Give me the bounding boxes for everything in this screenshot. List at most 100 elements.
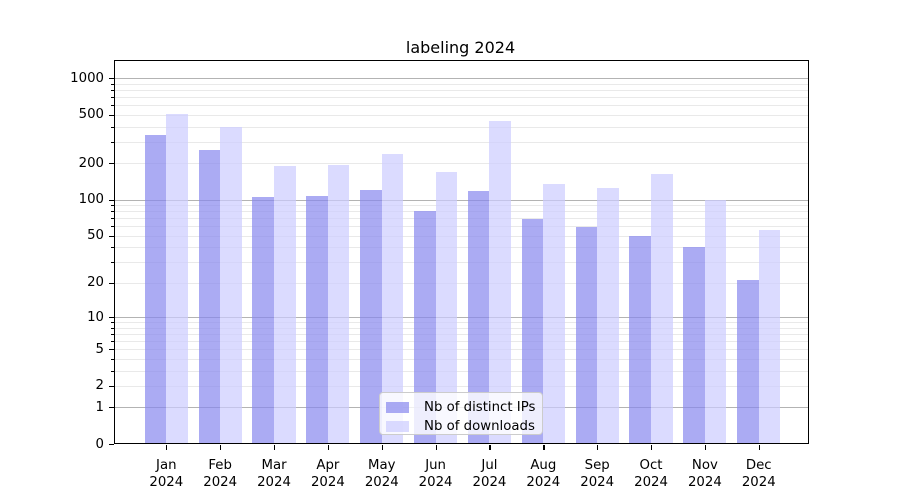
bar-nb-of-distinct-ips-sep xyxy=(575,227,598,444)
gridline-minor-500 xyxy=(113,114,809,116)
y-minor-tick-40 xyxy=(110,247,114,249)
x-tick-apr xyxy=(327,444,330,450)
y-minor-tick-7 xyxy=(110,333,114,335)
x-tick-aug xyxy=(543,444,545,450)
bar-nb-of-downloads-feb xyxy=(220,126,242,444)
bar-nb-of-downloads-jun xyxy=(435,171,458,444)
y-minor-tick-700 xyxy=(110,97,114,99)
gridline-minor-300 xyxy=(113,141,809,143)
x-tick-month-aug: Aug xyxy=(530,457,557,473)
gridline-minor-6 xyxy=(113,340,809,342)
x-tick-jun xyxy=(435,444,437,450)
legend-item-distinct-ips: Nb of distinct IPs xyxy=(386,398,542,417)
bar-nb-of-distinct-ips-apr xyxy=(306,195,328,444)
y-minor-tick-600 xyxy=(110,105,114,107)
y-minor-tick-70 xyxy=(110,218,114,220)
gridline-minor-40 xyxy=(113,247,809,249)
y-minor-tick-9 xyxy=(110,322,114,324)
gridline-minor-200 xyxy=(113,163,809,165)
y-minor-tick-60 xyxy=(110,226,114,228)
chart-title: labeling 2024 xyxy=(405,38,516,57)
gridline-minor-900 xyxy=(113,83,809,85)
gridline-minor-4 xyxy=(113,358,809,360)
x-tick-month-jan: Jan xyxy=(156,457,177,473)
x-tick-year-sep: 2024 xyxy=(580,474,615,490)
gridline-minor-20 xyxy=(113,282,809,284)
x-tick-month-oct: Oct xyxy=(639,457,663,473)
x-tick-label-oct: Oct 2024 xyxy=(616,457,686,491)
gridline-minor-60 xyxy=(113,226,809,228)
y-tick-100 xyxy=(108,199,114,201)
y-tick-label-20: 20 xyxy=(87,275,104,291)
gridline-major-100 xyxy=(113,199,809,201)
bar-nb-of-downloads-mar xyxy=(274,165,296,444)
x-tick-year-apr: 2024 xyxy=(310,474,345,490)
bar-nb-of-distinct-ips-mar xyxy=(252,196,274,444)
bar-nb-of-downloads-may xyxy=(381,153,404,444)
x-tick-year-mar: 2024 xyxy=(257,474,291,490)
bar-nb-of-downloads-apr xyxy=(327,165,350,444)
x-tick-label-aug: Aug 2024 xyxy=(508,457,578,491)
x-tick-month-dec: Dec xyxy=(745,457,772,473)
x-tick-month-sep: Sep xyxy=(584,457,610,473)
x-tick-month-feb: Feb xyxy=(208,457,232,473)
bar-nb-of-distinct-ips-dec xyxy=(737,280,759,444)
y-tick-label-200: 200 xyxy=(78,155,104,171)
gridline-minor-5 xyxy=(113,349,809,351)
y-minor-tick-900 xyxy=(110,83,114,85)
x-tick-month-mar: Mar xyxy=(261,457,287,473)
x-tick-mar xyxy=(274,444,276,450)
x-tick-year-jul: 2024 xyxy=(472,474,507,490)
x-tick-year-feb: 2024 xyxy=(203,474,238,490)
x-tick-year-dec: 2024 xyxy=(741,474,776,490)
y-minor-tick-800 xyxy=(110,90,114,92)
y-tick-label-100: 100 xyxy=(78,192,104,208)
bar-nb-of-downloads-oct xyxy=(651,174,673,444)
y-tick-label-1000: 1000 xyxy=(70,70,104,86)
gridline-major-1000 xyxy=(113,78,809,80)
gridline-minor-30 xyxy=(113,262,809,264)
x-tick-year-aug: 2024 xyxy=(526,474,561,490)
x-tick-jul xyxy=(489,444,491,450)
y-minor-tick-3 xyxy=(110,370,114,372)
x-tick-sep xyxy=(597,444,599,450)
x-tick-label-sep: Sep 2024 xyxy=(562,457,632,491)
y-tick-10 xyxy=(108,317,114,319)
gridline-minor-8 xyxy=(113,327,809,329)
x-tick-month-apr: Apr xyxy=(316,457,340,473)
bar-nb-of-distinct-ips-jan xyxy=(144,135,167,444)
gridline-minor-600 xyxy=(113,105,809,107)
x-tick-label-apr: Apr 2024 xyxy=(293,457,363,491)
x-tick-month-nov: Nov xyxy=(691,457,718,473)
gridline-minor-50 xyxy=(113,235,809,237)
x-tick-label-jul: Jul 2024 xyxy=(454,457,524,491)
legend-swatch-distinct-ips xyxy=(386,402,409,413)
legend-item-downloads: Nb of downloads xyxy=(386,417,542,436)
y-tick-1000 xyxy=(108,78,114,80)
legend-label-distinct-ips: Nb of distinct IPs xyxy=(424,400,536,415)
bar-nb-of-downloads-sep xyxy=(597,188,619,444)
y-tick-label-10: 10 xyxy=(87,309,104,325)
y-tick-label-50: 50 xyxy=(87,228,104,244)
x-tick-label-dec: Dec 2024 xyxy=(724,457,794,491)
y-tick-5 xyxy=(108,349,114,351)
x-tick-label-feb: Feb 2024 xyxy=(185,457,255,491)
gridline-minor-9 xyxy=(113,322,809,324)
y-minor-tick-30 xyxy=(110,262,114,264)
gridline-minor-400 xyxy=(113,126,809,128)
y-tick-2 xyxy=(108,385,114,388)
gridline-minor-3 xyxy=(113,370,809,372)
x-tick-feb xyxy=(220,444,222,450)
x-tick-month-may: May xyxy=(367,457,396,473)
y-tick-label-1: 1 xyxy=(95,399,104,415)
legend: Nb of distinct IPs Nb of downloads xyxy=(379,392,543,435)
x-tick-label-mar: Mar 2024 xyxy=(239,457,309,491)
y-tick-200 xyxy=(108,163,114,165)
x-tick-nov xyxy=(704,444,707,450)
bar-nb-of-downloads-jan xyxy=(166,114,188,444)
gridline-minor-700 xyxy=(113,97,809,99)
x-tick-oct xyxy=(651,444,653,450)
y-tick-label-500: 500 xyxy=(78,107,104,123)
x-tick-label-may: May 2024 xyxy=(347,457,417,491)
